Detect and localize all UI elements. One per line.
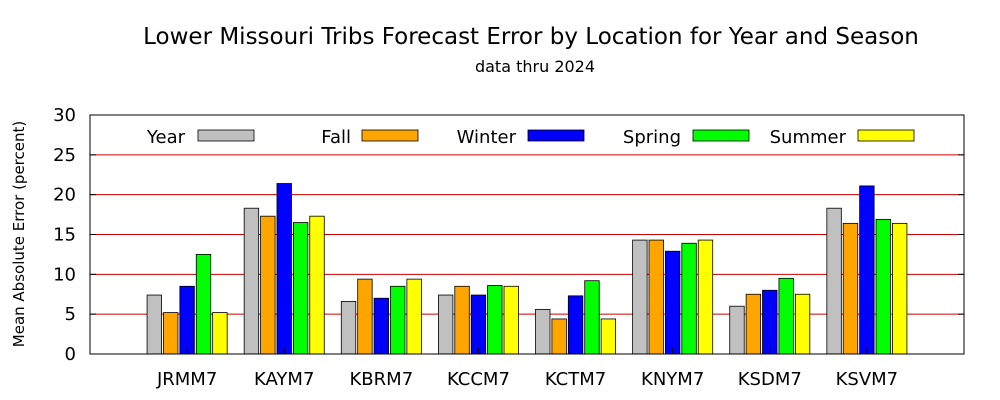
bar-kccm7-summer — [503, 285, 519, 355]
bar-kaym7-fall — [260, 215, 276, 355]
y-tick-label: 20 — [53, 185, 76, 206]
bar-ksvm7-summer — [892, 222, 908, 355]
legend-swatch-summer — [857, 129, 915, 142]
legend: Year Fall Winter Spring Summer — [146, 127, 915, 148]
bar-ksdm7-winter — [762, 289, 778, 355]
bar-kbrm7-winter — [373, 297, 389, 355]
bar-knym7-year — [632, 239, 648, 355]
bar-knym7-winter — [665, 250, 681, 355]
x-tick-label: KSVM7 — [836, 369, 899, 390]
y-axis-label: Mean Absolute Error (percent) — [10, 121, 28, 347]
bar-jrmm7-winter — [179, 285, 195, 355]
x-tick-label: KBRM7 — [350, 369, 414, 390]
bar-kbrm7-spring — [390, 285, 406, 355]
legend-label-winter: Winter — [457, 127, 517, 148]
y-tick-label: 25 — [53, 145, 76, 166]
bar-ksdm7-year — [729, 305, 745, 355]
bar-jrmm7-summer — [212, 312, 228, 355]
x-tick-label: KSDM7 — [738, 369, 802, 390]
bar-kbrm7-summer — [406, 278, 422, 355]
bar-kaym7-winter — [276, 183, 292, 355]
bar-knym7-fall — [648, 239, 664, 355]
y-tick-label: 15 — [53, 225, 76, 246]
x-tick-label: JRMM7 — [156, 369, 217, 390]
grid-lines — [90, 154, 964, 315]
legend-swatch-year — [197, 129, 255, 142]
bar-ksvm7-year — [826, 207, 842, 355]
chart-title: Lower Missouri Tribs Forecast Error by L… — [143, 24, 919, 50]
bar-kbrm7-fall — [357, 278, 373, 355]
bar-ksdm7-fall — [745, 293, 762, 355]
bar-kctm7-summer — [600, 318, 617, 355]
bar-knym7-summer — [697, 239, 714, 355]
x-tick-label: KCTM7 — [545, 369, 606, 390]
bar-jrmm7-spring — [195, 254, 212, 355]
bar-knym7-spring — [681, 242, 697, 355]
bar-kaym7-year — [243, 207, 260, 355]
legend-label-spring: Spring — [623, 127, 681, 148]
legend-swatch-spring — [692, 129, 750, 142]
bar-jrmm7-year — [146, 294, 162, 355]
x-tick-label: KCCM7 — [447, 369, 510, 390]
y-tick-label: 10 — [53, 264, 76, 285]
legend-label-year: Year — [146, 127, 186, 148]
bar-kctm7-winter — [567, 295, 584, 355]
bar-ksvm7-fall — [842, 222, 859, 355]
bar-kccm7-year — [437, 294, 454, 355]
bar-kbrm7-year — [340, 301, 357, 355]
legend-swatch-winter — [527, 129, 585, 142]
bar-kccm7-winter — [470, 294, 487, 355]
bar-jrmm7-fall — [163, 312, 179, 355]
x-tick-label: KNYM7 — [641, 369, 704, 390]
legend-label-fall: Fall — [321, 127, 351, 148]
bar-ksdm7-summer — [794, 293, 811, 355]
bar-ksvm7-spring — [875, 218, 891, 355]
bars — [146, 183, 908, 355]
bar-kaym7-spring — [292, 222, 309, 355]
chart-subtitle: data thru 2024 — [475, 57, 595, 76]
bar-kaym7-summer — [309, 215, 325, 355]
x-tick-label: KAYM7 — [254, 369, 314, 390]
bar-ksdm7-spring — [778, 277, 794, 355]
bar-kccm7-spring — [487, 285, 503, 355]
y-tick-label: 0 — [65, 344, 76, 365]
legend-label-summer: Summer — [770, 127, 847, 148]
bar-kctm7-spring — [584, 280, 600, 355]
legend-swatch-fall — [361, 129, 419, 142]
axis-ticks: 0 5 10 15 20 25 30 JRMM7 KAYM7 KBRM7 KCCM7 KCTM7 KNY… — [53, 105, 964, 390]
y-tick-label: 5 — [65, 304, 76, 325]
bar-kctm7-year — [535, 308, 551, 355]
bar-kccm7-fall — [454, 285, 470, 355]
bar-ksvm7-winter — [859, 185, 875, 355]
bar-kctm7-fall — [551, 318, 567, 355]
y-tick-label: 30 — [53, 105, 76, 126]
